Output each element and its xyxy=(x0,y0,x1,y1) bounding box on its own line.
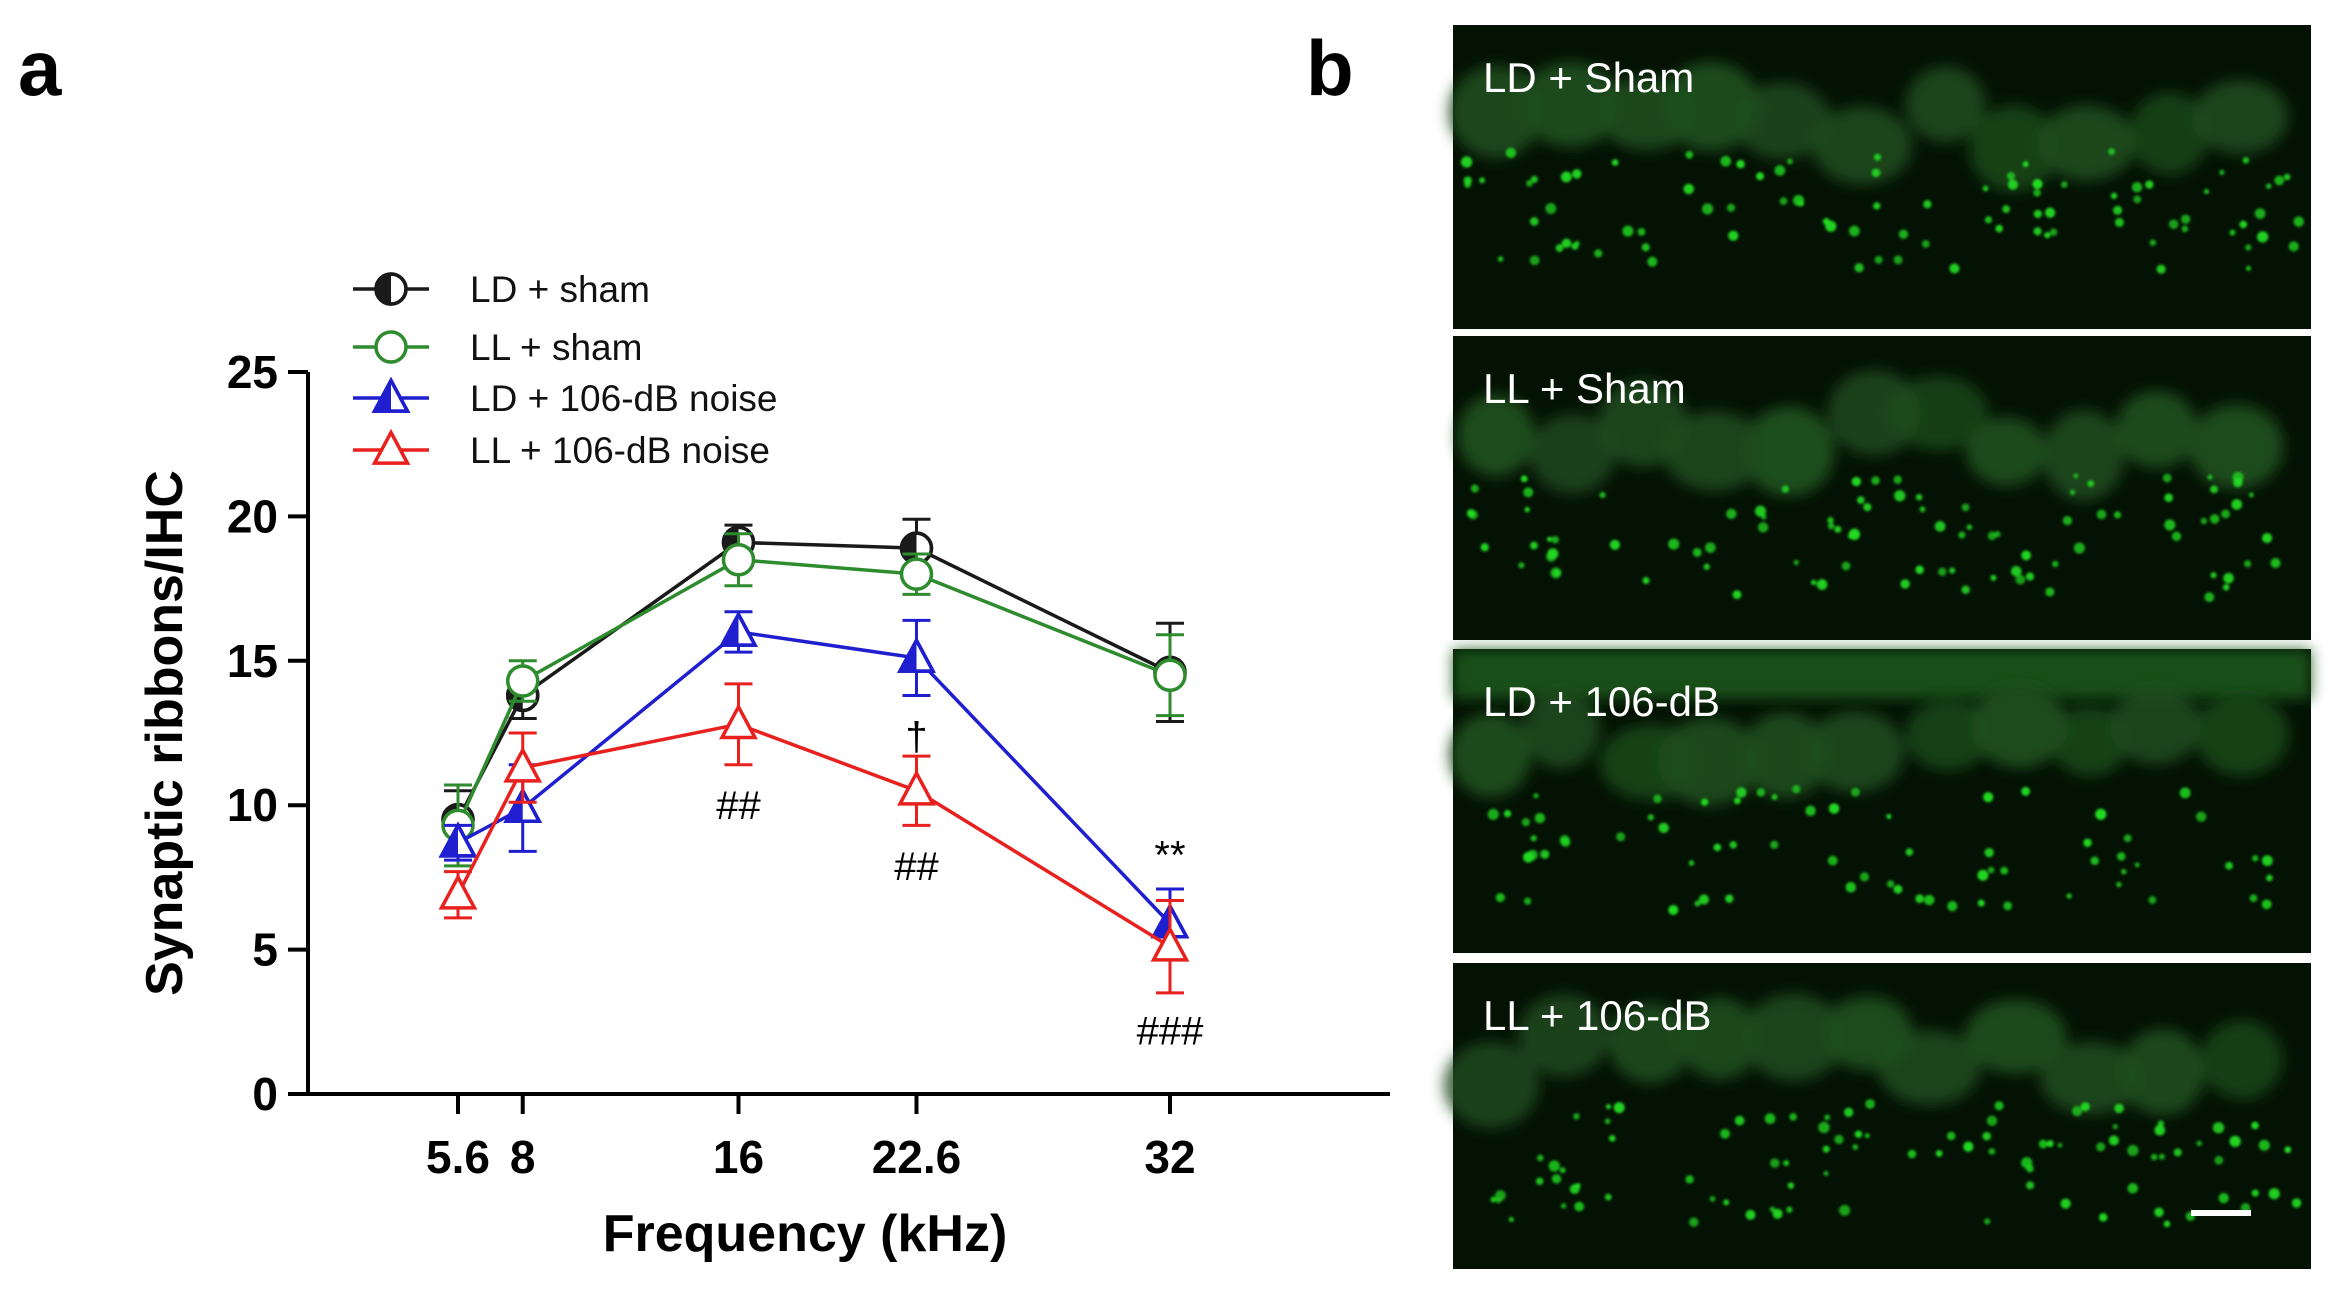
data-point xyxy=(1150,925,1190,962)
puncta xyxy=(1490,1099,2302,1228)
data-point xyxy=(719,610,758,647)
cell-bodies xyxy=(1457,370,2284,501)
micrograph-label: LL + Sham xyxy=(1483,365,1686,412)
legend-marker xyxy=(371,376,411,413)
micrograph-panel: LD + 106-dB xyxy=(1449,649,2311,953)
y-tick-label: 5 xyxy=(252,924,278,976)
puncta xyxy=(1487,785,2273,915)
data-point xyxy=(721,542,756,577)
x-tick-label: 5.6 xyxy=(426,1131,490,1183)
significance-marker: ** xyxy=(1154,833,1185,877)
micrograph-panel: LL + Sham xyxy=(1453,336,2311,640)
micrograph-label: LL + 106-dB xyxy=(1483,992,1711,1039)
legend-label: LL + sham xyxy=(470,327,642,368)
significance-marker: ### xyxy=(1137,1009,1204,1053)
data-point xyxy=(1153,658,1187,692)
micrograph-label: LD + Sham xyxy=(1483,54,1694,101)
x-axis-title: Frequency (kHz) xyxy=(603,1205,1008,1263)
micrograph-panel: LD + Sham xyxy=(1449,25,2311,329)
line-chart: 0 5 10 15 20 25 5.6 8 16 22.6 32 ## † ## ** ### Synap… xyxy=(136,269,1390,1263)
data-point xyxy=(503,786,543,824)
puncta xyxy=(1466,471,2281,603)
cell-bodies xyxy=(1449,62,2289,192)
y-tick-label: 10 xyxy=(227,779,278,831)
series-line xyxy=(456,557,1171,827)
legend-item: LL + sham xyxy=(353,327,642,368)
legend-marker xyxy=(371,428,411,465)
panel-a-label: a xyxy=(18,24,62,112)
legend-label: LD + 106-dB noise xyxy=(470,378,778,419)
puncta xyxy=(1460,147,2304,274)
data-point xyxy=(503,746,543,783)
cell-bodies xyxy=(1443,993,2283,1129)
cell-bodies xyxy=(1449,683,2289,806)
panel-b-label: b xyxy=(1306,24,1354,112)
legend-item: LD + 106-dB noise xyxy=(353,376,778,419)
annotations: ## † ## ** ### xyxy=(716,715,1204,1054)
significance-marker: † xyxy=(905,715,927,759)
y-axis-title: Synaptic ribbons/IHC xyxy=(136,470,194,996)
legend-label: LD + sham xyxy=(470,269,650,310)
data-point xyxy=(505,664,540,698)
x-tick-label: 22.6 xyxy=(872,1131,962,1183)
data-point xyxy=(897,769,936,806)
series-line xyxy=(456,540,1171,821)
scale-bar xyxy=(2191,1210,2251,1216)
micrograph-stack: LD + Sham LL + Sham LD + 106-dB LL + 106-dB xyxy=(1443,25,2311,1269)
legend: LD + sham LL + sham LD + 106-dB noise LL + … xyxy=(353,269,778,471)
y-ticks: 0 5 10 15 20 25 xyxy=(227,346,308,1120)
legend-marker xyxy=(374,330,408,364)
data-point xyxy=(897,636,936,673)
legend-item: LD + sham xyxy=(353,269,650,310)
micrograph-panel: LL + 106-dB xyxy=(1443,963,2311,1269)
micrograph-label: LD + 106-dB xyxy=(1483,678,1720,725)
x-tick-label: 8 xyxy=(510,1131,536,1183)
y-tick-label: 15 xyxy=(227,635,278,687)
series-0 xyxy=(441,517,1187,851)
series-2 xyxy=(438,610,1190,960)
data-point xyxy=(438,873,478,910)
significance-marker: ## xyxy=(716,784,761,828)
significance-marker: ## xyxy=(894,845,939,889)
legend-marker xyxy=(374,272,408,306)
series-1 xyxy=(441,532,1187,868)
y-tick-label: 25 xyxy=(227,346,278,398)
y-tick-label: 0 xyxy=(252,1068,278,1120)
x-ticks: 5.6 8 16 22.6 32 xyxy=(426,1094,1196,1183)
x-tick-label: 16 xyxy=(713,1131,764,1183)
series-3 xyxy=(438,682,1190,995)
y-tick-label: 20 xyxy=(227,490,278,542)
x-tick-label: 32 xyxy=(1144,1131,1195,1183)
legend-label: LL + 106-dB noise xyxy=(470,430,770,471)
series-group xyxy=(438,517,1190,995)
axes xyxy=(306,372,1390,1096)
series-line xyxy=(456,722,1171,949)
data-point xyxy=(899,531,934,565)
legend-item: LL + 106-dB noise xyxy=(353,428,770,471)
data-point xyxy=(719,703,758,740)
data-point xyxy=(899,557,934,591)
data-point xyxy=(438,821,478,858)
